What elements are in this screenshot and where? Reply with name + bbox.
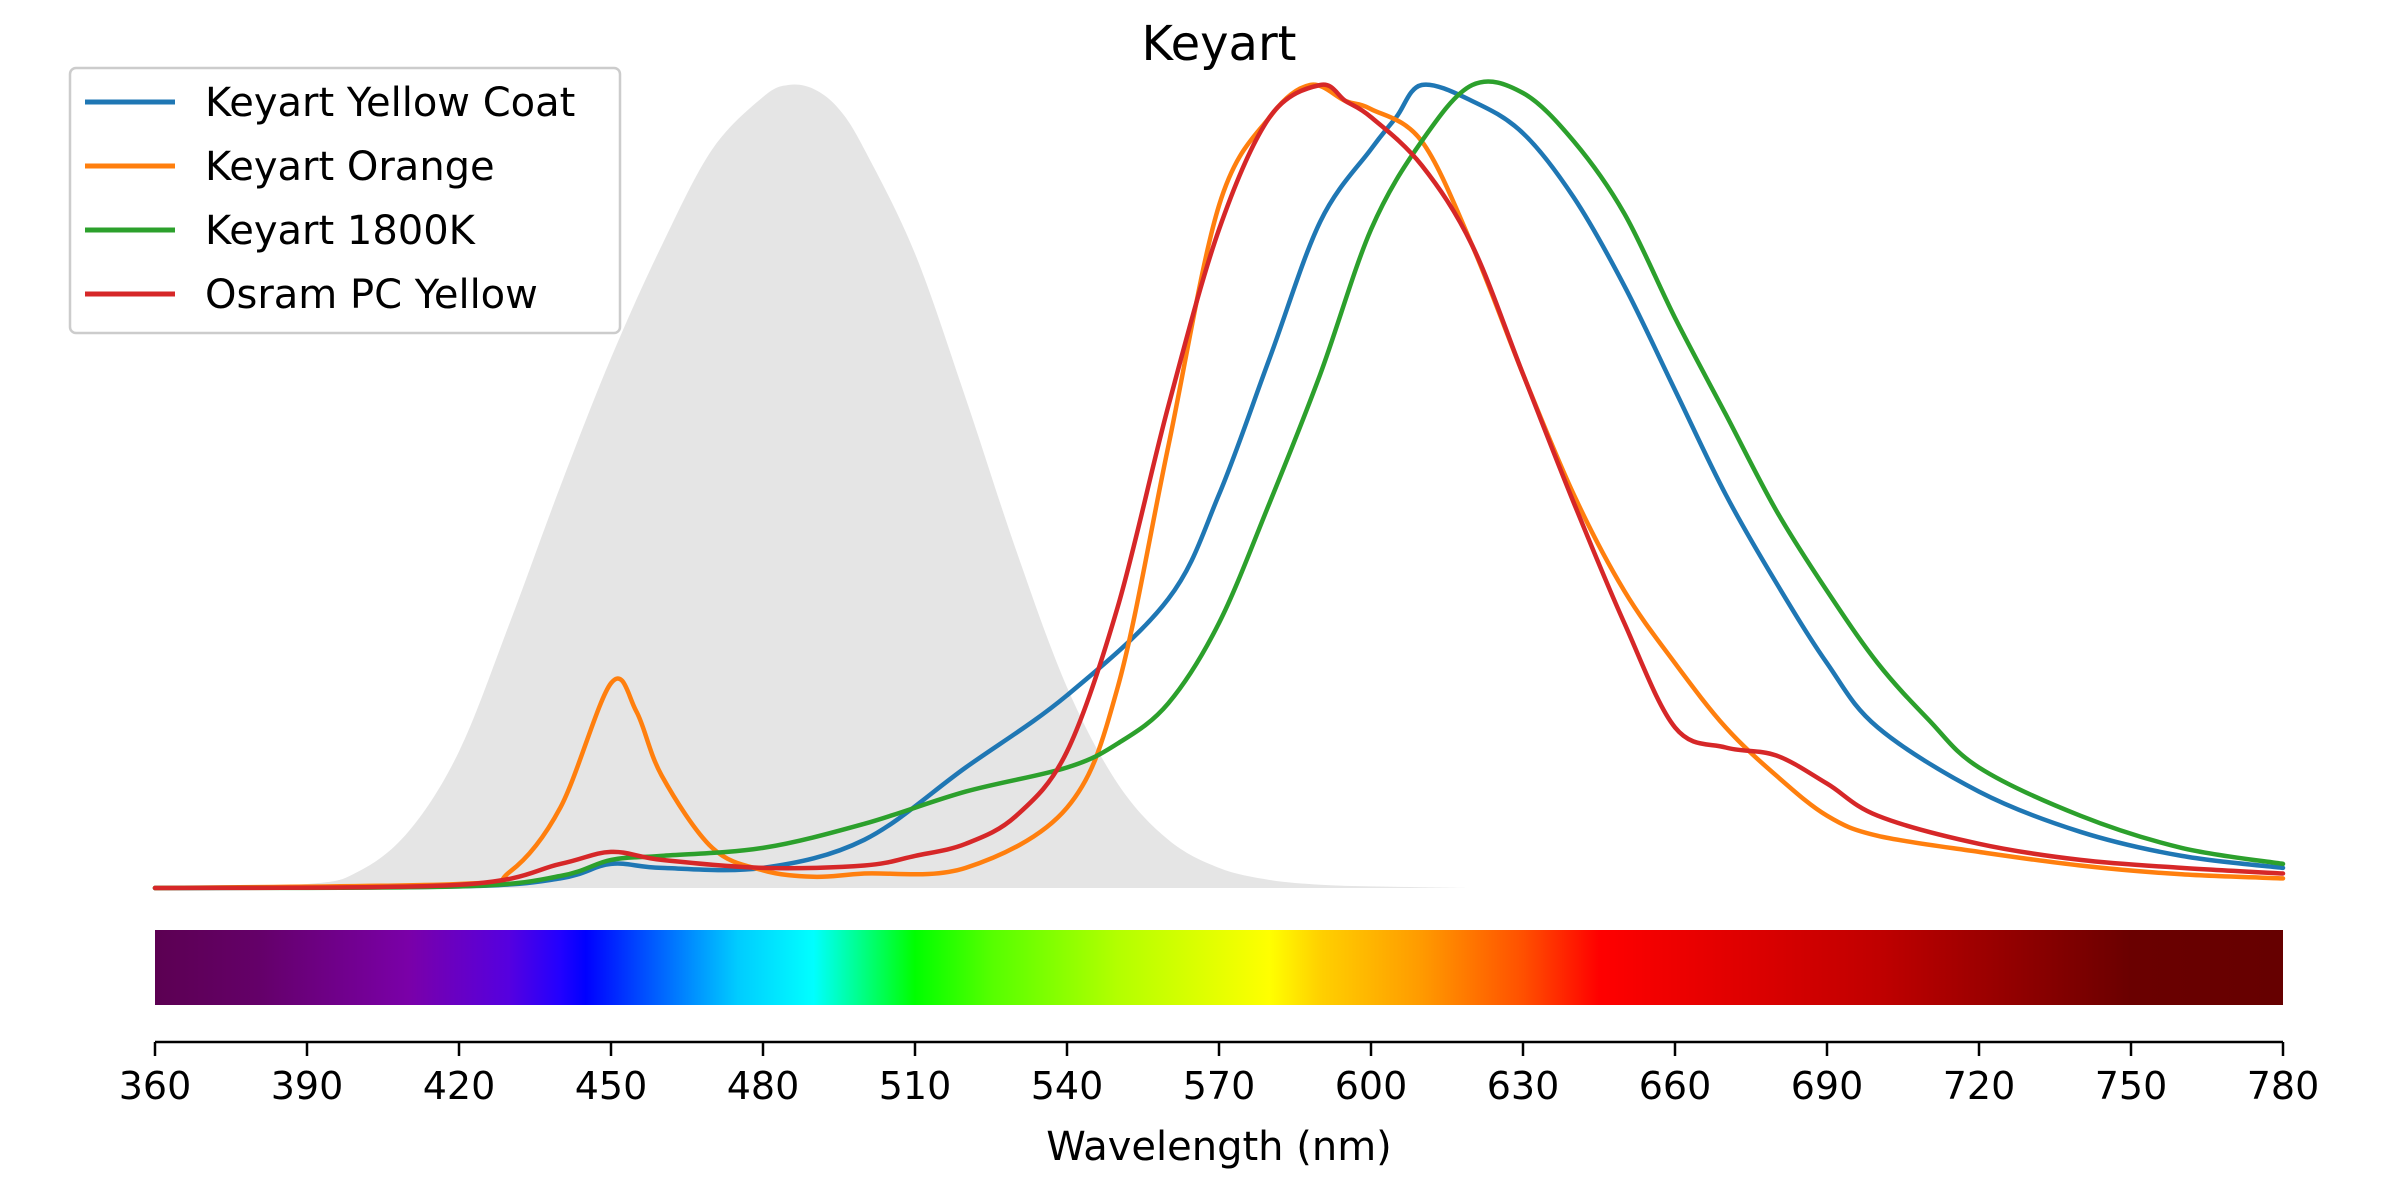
x-tick-label: 450 [575,1064,648,1108]
series-line-2 [152,82,2286,891]
series-line-4 [152,82,2286,891]
x-tick-label: 630 [1487,1064,1560,1108]
x-tick-label: 570 [1183,1064,1256,1108]
x-tick-label: 780 [2247,1064,2320,1108]
x-ticks: 360 390 420 450 480 510 540 570 600 630 660 690 720 7… [119,1042,2320,1108]
legend-items: Keyart Yellow Coat Keyart Orange Keyart 18… [85,80,575,318]
legend-label: Keyart 1800K [205,208,477,254]
x-tick-label: 390 [271,1064,344,1108]
legend-box [68,66,622,335]
x-tick-label: 720 [1943,1064,2016,1108]
plot-area [152,79,2286,891]
x-tick-label: 600 [1335,1064,1408,1108]
x-tick-label: 510 [879,1064,952,1108]
series-line-1 [152,82,2286,891]
legend: Keyart Yellow Coat Keyart Orange Keyart 18… [68,66,622,335]
series-line-3 [152,79,2286,891]
wavelength-spectrum-bar [155,930,2283,1005]
legend-label: Keyart Yellow Coat [205,80,575,126]
x-axis: 360 390 420 450 480 510 540 570 600 630 660 690 720 7… [119,1040,2320,1108]
x-tick-label: 540 [1031,1064,1104,1108]
background-sensitivity-curve [155,84,1473,889]
legend-label: Keyart Orange [205,144,495,190]
x-tick-label: 420 [423,1064,496,1108]
x-axis-label: Wavelength (nm) [1046,1124,1392,1170]
legend-label: Osram PC Yellow [205,272,538,318]
x-tick-label: 360 [119,1064,192,1108]
chart-title: Keyart [1142,16,1297,72]
x-tick-label: 480 [727,1064,800,1108]
x-tick-label: 690 [1791,1064,1864,1108]
x-tick-label: 750 [2095,1064,2168,1108]
series-layer [152,79,2286,891]
x-tick-label: 660 [1639,1064,1712,1108]
